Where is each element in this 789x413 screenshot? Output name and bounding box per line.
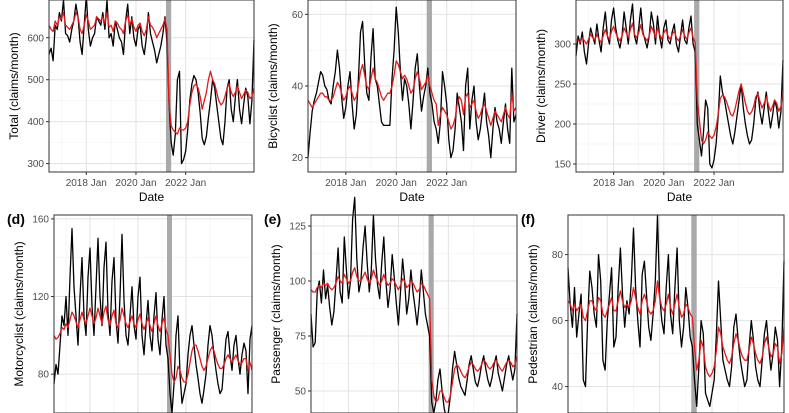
predicted-series-line [576, 22, 784, 145]
y-axis-title: Motorcyclist (claims/month) [12, 241, 26, 386]
x-tick-label: 2020 Jan [643, 178, 684, 189]
y-tick-label: 80 [552, 250, 564, 261]
y-tick-label: 20 [292, 153, 304, 164]
shaded-period [167, 215, 172, 413]
panel-3: 150 200 250 300 2018 Jan 2020 Jan 2022 JanDate… [534, 0, 784, 204]
y-tick-label: 160 [32, 214, 49, 225]
y-tick-label: 40 [552, 382, 564, 393]
y-tick-label: 300 [27, 159, 44, 170]
y-axis-title: Total (claims/month) [7, 32, 21, 139]
panel-tag: (f) [521, 211, 535, 227]
y-tick-label: 600 [27, 33, 44, 44]
observed-series-line [53, 227, 253, 413]
x-tick-label: 2018 Jan [325, 178, 366, 189]
y-axis-title: Pedestrian (claims/month) [526, 244, 540, 383]
x-tick-label: 2022 Jan [693, 178, 734, 189]
y-tick-label: 80 [38, 370, 50, 381]
predicted-series-line [48, 11, 255, 135]
x-axis-title: Date [399, 190, 425, 204]
y-tick-label: 200 [554, 120, 571, 131]
panel-border [310, 214, 518, 413]
panel-border [567, 214, 785, 413]
panel-5: 50 75 100 125 Passenger (claims/month) (e) [264, 196, 518, 413]
y-axis-title: Bicyclist (claims/month) [266, 23, 280, 148]
y-tick-label: 400 [27, 117, 44, 128]
x-tick-label: 2020 Jan [376, 178, 417, 189]
y-tick-label: 120 [32, 292, 49, 303]
y-tick-label: 60 [292, 10, 304, 21]
x-axis-title: Date [139, 190, 165, 204]
y-tick-label: 500 [27, 75, 44, 86]
y-tick-label: 40 [292, 82, 304, 93]
shaded-period [428, 215, 434, 413]
observed-series-line [575, 3, 784, 169]
y-axis-title: Passenger (claims/month) [269, 244, 283, 383]
predicted-series-line [567, 280, 785, 378]
observed-series-line [567, 214, 785, 408]
panel-6: 40 60 80 Pedestrian (claims/month) (f) [521, 211, 785, 413]
predicted-series-line [307, 60, 517, 130]
plot-background [311, 215, 517, 413]
panel-border [307, 0, 517, 173]
observed-series-line [307, 6, 517, 159]
panel-border [575, 0, 784, 173]
y-tick-label: 60 [552, 316, 564, 327]
panel-border [48, 0, 255, 173]
y-axis-title: Driver (claims/month) [534, 29, 548, 143]
y-tick-label: 75 [295, 332, 307, 343]
x-tick-label: 2020 Jan [115, 178, 156, 189]
x-tick-label: 2022 Jan [165, 178, 206, 189]
observed-series-line [310, 196, 518, 413]
panel-1: 300 400 500 600 2018 Jan 2020 Jan 2022 JanDate… [7, 0, 255, 204]
predicted-series-line [310, 267, 518, 403]
panel-tag: (d) [7, 211, 25, 227]
y-tick-label: 125 [289, 222, 306, 233]
y-tick-label: 100 [289, 277, 306, 288]
x-tick-label: 2018 Jan [66, 178, 107, 189]
shaded-period [691, 215, 697, 413]
y-tick-label: 150 [554, 160, 571, 171]
x-tick-label: 2018 Jan [593, 178, 634, 189]
x-tick-label: 2022 Jan [426, 178, 467, 189]
panel-border [53, 214, 253, 413]
panel-4: 80 120 160 Motorcyclist (claims/month) (d) [7, 211, 253, 413]
x-axis-title: Date [667, 190, 693, 204]
y-tick-label: 50 [295, 387, 307, 398]
predicted-series-line [53, 305, 253, 383]
y-tick-label: 250 [554, 80, 571, 91]
observed-series-line [48, 0, 255, 165]
plot-background [568, 215, 784, 413]
panel-tag: (e) [264, 211, 281, 227]
y-tick-label: 300 [554, 40, 571, 51]
